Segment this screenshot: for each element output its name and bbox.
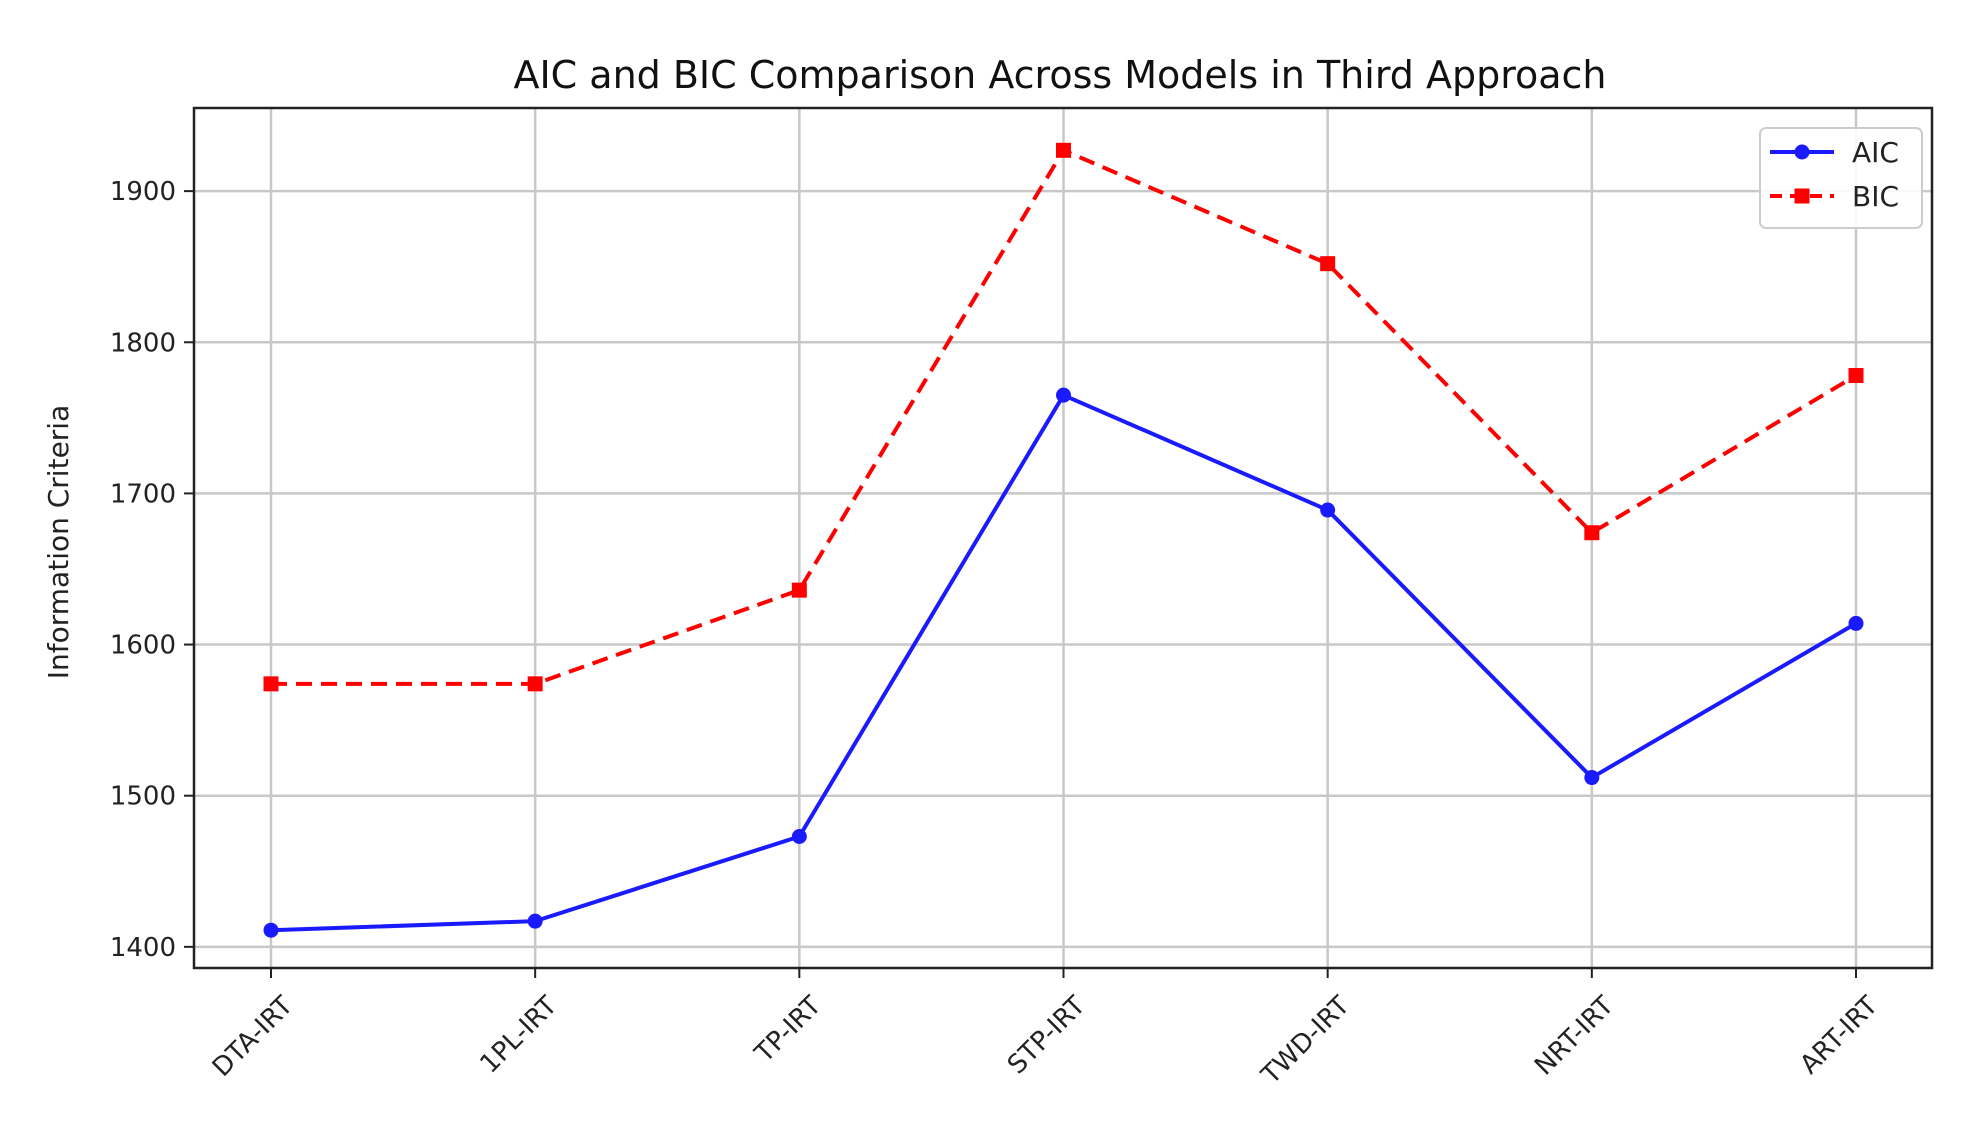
- grid: [194, 108, 1932, 968]
- data-point: [527, 676, 543, 692]
- x-tick-label: 1PL-IRT: [474, 991, 563, 1080]
- legend-marker: [1794, 144, 1810, 160]
- y-tick-label: 1500: [110, 782, 176, 812]
- data-point: [791, 829, 807, 845]
- data-point: [1584, 525, 1600, 541]
- legend-item-bic: BIC: [1770, 180, 1899, 213]
- legend-item-aic: AIC: [1770, 136, 1899, 169]
- data-point: [1056, 387, 1071, 403]
- y-tick-label: 1400: [110, 933, 176, 963]
- plot-frame: [192, 106, 1934, 970]
- data-point: [791, 582, 807, 598]
- y-tick-label: 1600: [110, 631, 176, 661]
- chart-title: AIC and BIC Comparison Across Models in …: [513, 53, 1606, 97]
- legend: AIC BIC: [1759, 127, 1923, 229]
- legend-label: BIC: [1852, 180, 1899, 213]
- series-layer: [263, 142, 1864, 938]
- data-point: [1848, 368, 1864, 384]
- x-tick-label: STP-IRT: [1002, 991, 1092, 1081]
- data-point: [527, 913, 543, 929]
- y-tick-label: 1800: [110, 328, 176, 358]
- x-tick-label: DTA-IRT: [207, 991, 299, 1083]
- legend-marker: [1794, 188, 1810, 204]
- y-tick-label: 1900: [110, 177, 176, 207]
- x-tick-label: TP-IRT: [749, 991, 828, 1070]
- data-point: [1320, 256, 1336, 272]
- x-tick-label: NRT-IRT: [1529, 991, 1620, 1082]
- data-point: [1848, 615, 1864, 631]
- y-tick-label: 1700: [110, 479, 176, 509]
- data-point: [263, 676, 279, 692]
- data-point: [1584, 770, 1600, 786]
- series-bic: [263, 142, 1864, 692]
- data-point: [1320, 502, 1336, 518]
- x-tick-label: ART-IRT: [1794, 991, 1884, 1081]
- x-tick-label: TWD-IRT: [1255, 991, 1355, 1091]
- y-axis-label: Information Criteria: [42, 405, 75, 679]
- data-point: [263, 922, 279, 938]
- legend-label: AIC: [1852, 136, 1899, 169]
- data-point: [1056, 142, 1071, 158]
- series-aic: [263, 387, 1864, 938]
- y-axis: 1400 1500 1600 1700 1800 1900: [110, 177, 194, 963]
- x-axis: DTA-IRT 1PL-IRT TP-IRT STP-IRT TWD-IRT NRT-IR…: [207, 968, 1884, 1091]
